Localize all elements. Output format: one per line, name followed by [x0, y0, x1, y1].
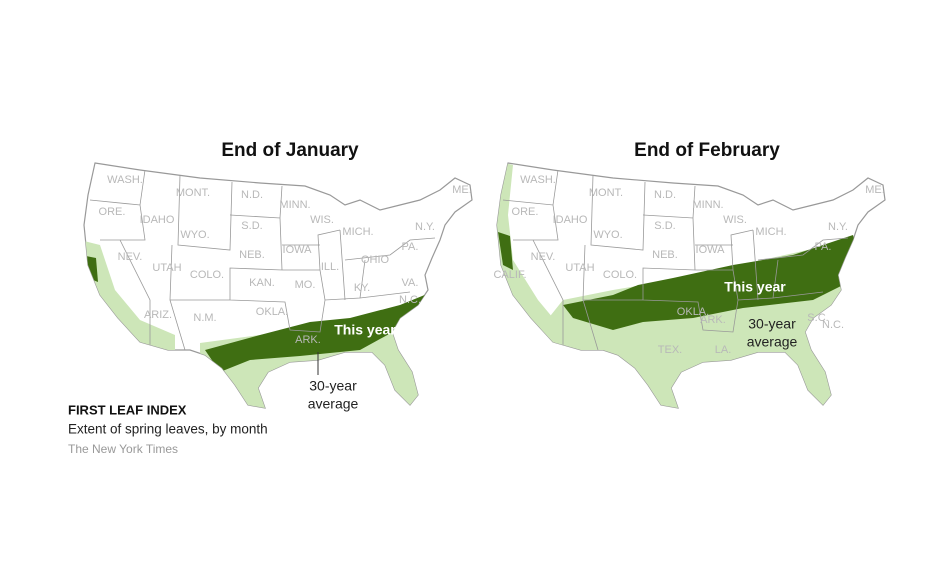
state-label: PA.	[402, 241, 419, 253]
state-label: ARK.	[295, 334, 321, 346]
map-title: End of January	[221, 140, 359, 161]
state-label: ORE.	[512, 206, 539, 218]
state-label: N.C.	[822, 319, 844, 331]
map-february: WASH. MONT. N.D. MINN. ME. ORE. IDAHO WYO. S.D. W…	[493, 162, 886, 409]
state-label: OKLA.	[677, 306, 709, 318]
map-title: End of February	[634, 140, 780, 161]
legend-subtitle: Extent of spring leaves, by month	[68, 422, 268, 437]
state-label: MINN.	[279, 199, 310, 211]
state-label: ORE.	[99, 206, 126, 218]
state-label: MONT.	[589, 187, 623, 199]
state-label: NEB.	[239, 249, 265, 261]
state-label: UTAH	[152, 262, 181, 274]
state-label: N.Y.	[415, 221, 435, 233]
state-label: WYO.	[180, 229, 209, 241]
state-borders	[502, 169, 849, 351]
legend-title: FIRST LEAF INDEX	[68, 402, 187, 417]
average-label: 30-year	[309, 378, 357, 394]
state-borders	[89, 169, 436, 351]
state-label: WASH.	[107, 174, 143, 186]
state-label: NEV.	[118, 251, 143, 263]
this-year-extent	[563, 235, 858, 330]
state-label: ME.	[865, 184, 885, 196]
state-label: N.C.	[399, 294, 421, 306]
average-extent	[84, 240, 175, 360]
map-january: WASH. MONT. N.D. MINN. ME. ORE. IDAHO WYO. S.D. W…	[83, 162, 473, 409]
state-label: WIS.	[723, 214, 747, 226]
state-label: MICH.	[755, 226, 786, 238]
state-label: MINN.	[692, 199, 723, 211]
average-label: 30-year	[748, 316, 796, 332]
state-label: KAN.	[249, 277, 275, 289]
state-label: WASH.	[520, 174, 556, 186]
state-label: MONT.	[176, 187, 210, 199]
state-label: IOWA	[696, 244, 726, 256]
state-label: MO.	[295, 279, 316, 291]
state-label: S.D.	[654, 220, 675, 232]
state-label: NEV.	[531, 251, 556, 263]
state-label: TEX.	[658, 344, 682, 356]
this-year-extent	[498, 232, 513, 270]
state-label: MICH.	[342, 226, 373, 238]
state-label: WYO.	[593, 229, 622, 241]
state-label: N.Y.	[828, 221, 848, 233]
state-label: PA.	[815, 241, 832, 253]
state-label: IDAHO	[553, 214, 588, 226]
state-label: WIS.	[310, 214, 334, 226]
state-label: ARK.	[700, 314, 726, 326]
state-label: NEB.	[652, 249, 678, 261]
source: The New York Times	[68, 442, 178, 456]
state-label: N.D.	[654, 189, 676, 201]
state-label: N.M.	[193, 312, 216, 324]
state-label: COLO.	[603, 269, 637, 281]
state-label: ARIZ.	[144, 309, 172, 321]
state-label: KY.	[354, 282, 370, 294]
average-label: average	[308, 396, 359, 412]
state-label: S.C.	[807, 312, 828, 324]
state-label: OHIO	[361, 254, 390, 266]
state-label: UTAH	[565, 262, 594, 274]
this-year-label: This year	[334, 322, 396, 338]
state-label: LA.	[715, 344, 732, 356]
state-label: ME.	[452, 184, 472, 196]
average-label: average	[747, 334, 798, 350]
state-label: VA.	[402, 277, 419, 289]
state-label: OKLA.	[256, 306, 288, 318]
state-label: COLO.	[190, 269, 224, 281]
state-label: IOWA	[283, 244, 313, 256]
this-year-label: This year	[724, 279, 786, 295]
state-label: S.D.	[241, 220, 262, 232]
state-label: IDAHO	[140, 214, 175, 226]
state-label: ILL.	[321, 261, 339, 273]
state-label: N.D.	[241, 189, 263, 201]
state-label: CALIF.	[493, 269, 526, 281]
